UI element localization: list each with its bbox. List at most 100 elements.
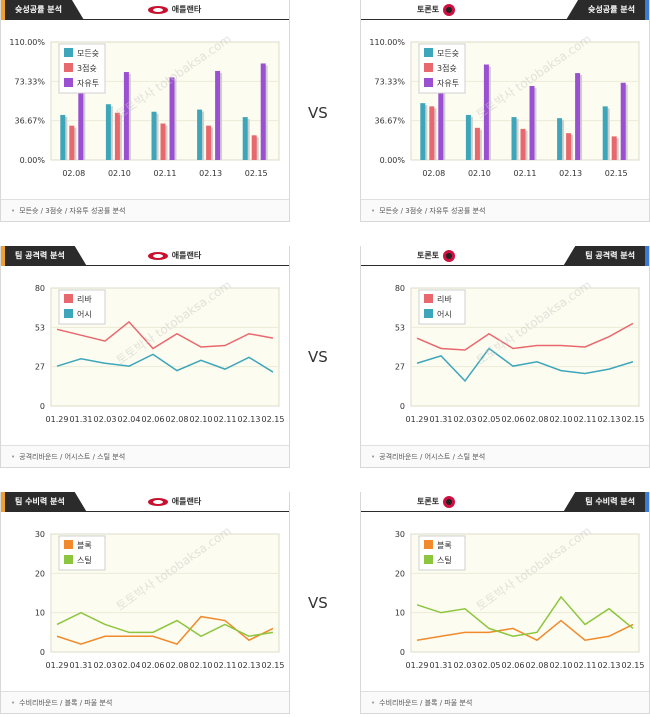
legend-swatch [424,555,433,564]
y-tick-label: 10 [35,609,45,618]
bar [520,128,526,160]
x-tick-label: 02.08 [422,169,445,178]
panel-footer: • 모든슛 / 3점슛 / 자유투 성공률 분석 [361,199,649,221]
chart: 0.00% 36.67% 73.33% 110.00% 02.08 02.10 02.11 0… [9,32,280,178]
x-tick-label: 01.29 [46,415,69,424]
series-line [56,353,274,373]
y-tick-label: 36.67% [14,117,45,126]
legend-label: 블록 [437,540,452,550]
bar [206,125,212,160]
panel-footer: • 공격리바운드 / 어시스트 / 스틸 분석 [361,445,649,467]
legend-swatch [424,294,433,303]
y-tick-label: 73.33% [14,77,45,86]
x-tick-label: 01.31 [430,661,453,670]
hawks-logo-icon [148,251,168,260]
legend-label: 어시 [437,309,452,319]
bar [105,104,111,160]
hawks-logo-icon [148,497,168,506]
x-tick-label: 02.13 [238,661,261,670]
legend-label: 3점슛 [77,63,97,73]
x-tick-label: 02.15 [622,415,645,424]
x-tick-label: 01.29 [46,661,69,670]
team-label-right: 토론토 [417,246,456,266]
x-tick-label: 02.10 [108,169,131,178]
raptors-logo-icon [442,249,455,262]
bar [611,136,617,160]
x-tick-label: 02.15 [622,661,645,670]
bar [529,85,535,160]
legend-swatch [64,555,73,564]
bar [197,109,203,160]
panel-footer: • 모든슛 / 3점슛 / 자유투 성공률 분석 [1,199,289,221]
legend-label: 스틸 [437,555,452,565]
y-tick-label: 30 [35,530,45,539]
shooting-panel-right: 슛성공률 분석 토론토 0.00% 36.67% 73.33% 110.00% 02.0… [360,0,650,222]
y-tick-label: 110.00% [369,38,405,47]
bar [438,84,444,160]
x-tick-label: 02.05 [478,415,501,424]
defense-panel-left: 팀 수비력 분석 애틀랜타 0 10 20 30 01.29 01.31 02.03 02.0… [0,492,290,714]
bar [123,72,129,160]
defense-panel-right: 팀 수비력 분석 토론토 0 10 20 30 01.29 01.31 02.03 02.05… [360,492,650,714]
x-tick-label: 01.29 [406,415,429,424]
bar [251,135,257,160]
x-tick-label: 02.08 [526,661,549,670]
bar [215,70,221,160]
x-tick-label: 02.05 [478,661,501,670]
legend-swatch [64,48,73,57]
x-tick-label: 02.06 [142,661,165,670]
section-title: 팀 공격력 분석 [1,246,87,266]
bar [566,133,572,160]
bar [60,114,66,160]
bar [620,82,626,160]
y-tick-label: 0 [40,402,45,411]
y-tick-label: 20 [35,569,45,578]
bar [602,106,608,160]
bar [575,73,581,160]
x-tick-label: 02.04 [118,415,141,424]
section-title: 슛성공률 분석 [566,0,649,20]
bar [69,125,75,160]
series-line [56,611,274,638]
legend-label: 블록 [77,540,92,550]
x-tick-label: 01.31 [70,415,93,424]
bar [511,117,517,160]
y-tick-label: 80 [35,284,45,293]
x-tick-label: 02.13 [199,169,222,178]
section-title: 팀 수비력 분석 [1,492,87,512]
section-title: 팀 수비력 분석 [563,492,649,512]
y-tick-label: 53 [35,323,45,332]
legend-label: 자유투 [77,79,99,88]
x-tick-label: 02.06 [502,661,525,670]
bar [151,111,157,160]
x-tick-label: 02.03 [94,415,117,424]
bar [114,112,120,160]
raptors-logo-icon [442,3,455,16]
x-tick-label: 02.10 [190,661,213,670]
hawks-logo-icon [148,5,168,14]
legend-swatch [64,540,73,549]
bar [242,117,248,160]
attack-panel-left: 팀 공격력 분석 애틀랜타 0 27 53 80 01.29 01.31 02.03 02.0… [0,246,290,468]
vs-label: VS [308,348,328,366]
legend-swatch [64,294,73,303]
team-label-right: 토론토 [417,492,456,512]
section-title: 슛성공률 분석 [1,0,84,20]
raptors-logo-icon [442,495,455,508]
x-tick-label: 02.11 [214,415,237,424]
legend-swatch [424,78,433,87]
x-tick-label: 02.06 [502,415,525,424]
legend-label: 모든슛 [437,49,459,58]
x-tick-label: 02.08 [526,415,549,424]
legend-label: 리바 [77,294,92,304]
x-tick-label: 02.15 [262,415,285,424]
x-tick-label: 02.10 [190,415,213,424]
x-tick-label: 02.08 [166,415,189,424]
legend-label: 스틸 [77,555,92,565]
bar [78,88,84,160]
bar [160,123,166,160]
